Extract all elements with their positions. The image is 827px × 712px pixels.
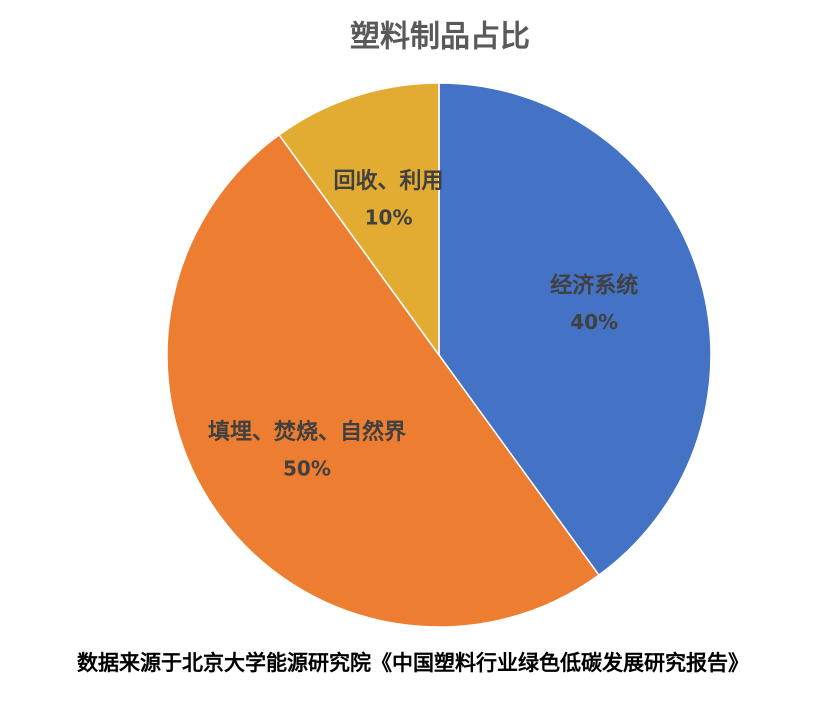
- slice-label: 经济系统: [550, 273, 638, 299]
- pie-slice: [278, 82, 440, 358]
- slice-value-label: 40%: [570, 310, 618, 334]
- slice-value-label: 50%: [283, 456, 331, 480]
- chart-title: 塑料制品占比: [350, 20, 530, 55]
- pie-slice: [438, 82, 712, 577]
- pie-slice: [166, 133, 600, 628]
- footer: 数据来源于北京大学能源研究院《中国塑料行业绿色低碳发展研究报告》: [77, 651, 749, 675]
- slice-value-label: 10%: [365, 205, 413, 229]
- slice-label: 回收、利用: [334, 168, 444, 194]
- slice-label: 填埋、焚烧、自然界: [208, 419, 406, 445]
